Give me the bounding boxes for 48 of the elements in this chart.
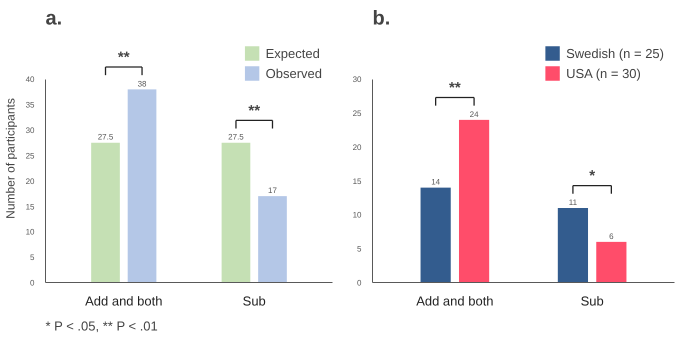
bar bbox=[91, 142, 120, 282]
y-tick-label: 0 bbox=[357, 278, 362, 288]
y-tick-label: 30 bbox=[352, 75, 362, 84]
data-label: 27.5 bbox=[98, 132, 114, 142]
annotation: * bbox=[589, 168, 596, 185]
data-label: 38 bbox=[138, 79, 148, 88]
data-label: 6 bbox=[609, 232, 614, 241]
data-label: 14 bbox=[431, 178, 441, 187]
legend-label: Swedish (n = 25) bbox=[566, 44, 664, 62]
y-tick-label: 40 bbox=[26, 75, 36, 84]
annotation: ** bbox=[248, 102, 260, 120]
y-tick-label: 20 bbox=[26, 176, 36, 186]
y-tick-label: 30 bbox=[26, 126, 36, 136]
x-tick-label: Add and both bbox=[85, 294, 162, 308]
bar bbox=[458, 120, 490, 282]
y-tick-label: 10 bbox=[26, 228, 36, 237]
chart-title: a. bbox=[46, 8, 62, 30]
text: ** bbox=[118, 49, 130, 66]
bar bbox=[558, 208, 588, 282]
text: * P < .05, ** P < .01 bbox=[46, 318, 158, 334]
legend-label: USA (n = 30) bbox=[566, 64, 641, 82]
data-label: 27.5 bbox=[228, 132, 244, 142]
y-tick-label: 0 bbox=[30, 278, 36, 288]
y-tick-label: 15 bbox=[352, 176, 362, 186]
bar bbox=[596, 242, 626, 282]
y-tick-label: 25 bbox=[26, 151, 36, 160]
x-tick-label: Add and both bbox=[416, 294, 494, 308]
y-tick-label: 5 bbox=[30, 253, 36, 262]
chart-title: b. bbox=[372, 8, 390, 30]
y-tick-label: 25 bbox=[352, 109, 362, 118]
annotation: ** bbox=[449, 80, 461, 97]
y-axis-title: Number of participants bbox=[4, 98, 18, 219]
data-label: 11 bbox=[568, 198, 578, 207]
bar bbox=[420, 188, 451, 282]
bar bbox=[222, 142, 250, 282]
y-tick-label: 20 bbox=[352, 142, 362, 152]
x-tick-label: Sub bbox=[242, 294, 266, 308]
x-tick-label: Sub bbox=[580, 294, 604, 308]
bar bbox=[258, 196, 287, 282]
y-tick-label: 35 bbox=[26, 100, 36, 110]
y-tick-label: 15 bbox=[26, 202, 36, 212]
bar bbox=[128, 89, 156, 282]
data-label: 24 bbox=[470, 110, 480, 119]
legend-label: Observed bbox=[266, 64, 322, 82]
y-tick-label: 10 bbox=[352, 210, 362, 220]
legend-label: Expected bbox=[266, 44, 320, 62]
y-tick-label: 5 bbox=[357, 244, 362, 254]
data-label: 17 bbox=[268, 186, 278, 196]
